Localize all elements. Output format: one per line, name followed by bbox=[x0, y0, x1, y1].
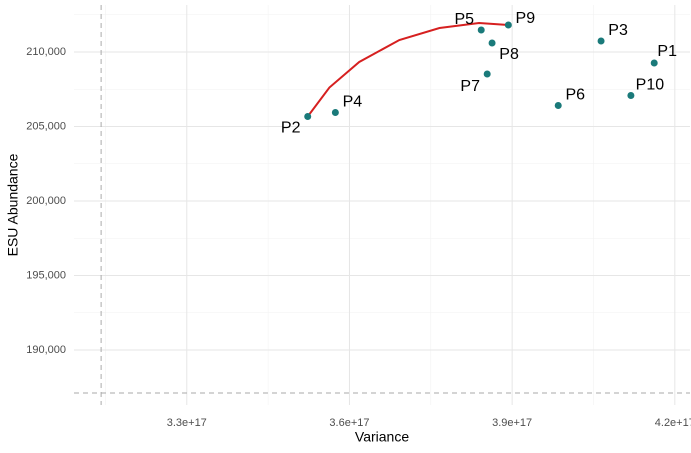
point-label: P1 bbox=[657, 43, 677, 60]
point-label: P9 bbox=[516, 10, 536, 27]
point bbox=[477, 26, 485, 34]
x-axis-title: Variance bbox=[355, 429, 409, 445]
point-label: P10 bbox=[636, 77, 665, 94]
point-label: P2 bbox=[281, 120, 301, 137]
point bbox=[304, 112, 312, 120]
point bbox=[554, 102, 562, 110]
y-tick-label: 210,000 bbox=[26, 46, 66, 58]
point-label: P4 bbox=[343, 94, 363, 111]
y-tick-label: 200,000 bbox=[26, 195, 66, 207]
point bbox=[488, 39, 496, 47]
point-label: P3 bbox=[608, 22, 628, 39]
x-tick-label: 3.3e+17 bbox=[167, 417, 207, 429]
point-label: P6 bbox=[565, 87, 585, 104]
x-tick-label: 3.6e+17 bbox=[329, 417, 369, 429]
y-tick-label: 195,000 bbox=[26, 269, 66, 281]
point bbox=[483, 70, 491, 78]
point bbox=[504, 21, 512, 29]
point-label: P8 bbox=[499, 46, 519, 63]
y-tick-label: 205,000 bbox=[26, 120, 66, 132]
y-tick-label: 190,000 bbox=[26, 344, 66, 356]
point bbox=[597, 37, 605, 45]
x-tick-label: 3.9e+17 bbox=[492, 417, 532, 429]
curve bbox=[306, 21, 509, 118]
x-tick-label: 4.2e+17 bbox=[655, 417, 691, 429]
point-label: P5 bbox=[454, 11, 474, 28]
point bbox=[650, 59, 658, 67]
point-label: P7 bbox=[460, 78, 480, 95]
point bbox=[627, 92, 635, 100]
y-axis-title: ESU Abundance bbox=[5, 153, 21, 256]
point bbox=[331, 108, 339, 116]
